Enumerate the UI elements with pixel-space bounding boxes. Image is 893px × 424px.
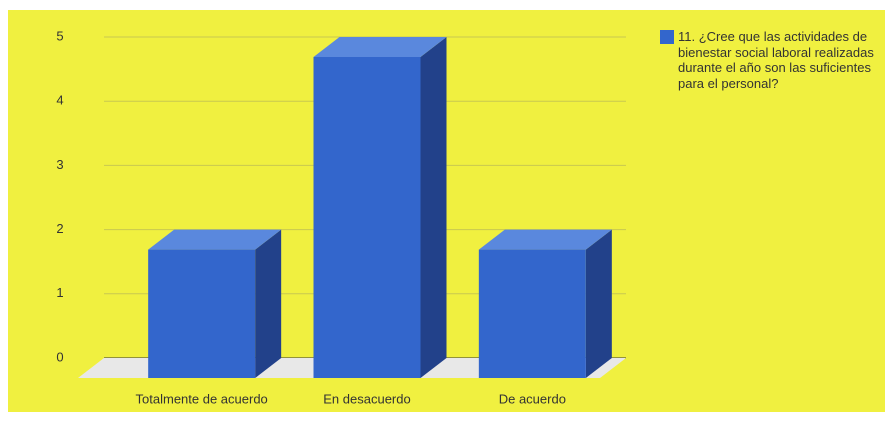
bar-side xyxy=(255,229,282,378)
legend-label: 11. ¿Cree que las actividades de bienest… xyxy=(678,29,874,91)
x-tick-label: Totalmente de acuerdo xyxy=(136,391,268,406)
x-tick-label: En desacuerdo xyxy=(323,391,410,406)
bar xyxy=(478,249,586,378)
y-tick-label: 2 xyxy=(56,221,63,236)
legend-swatch xyxy=(660,30,674,44)
bar-side xyxy=(420,37,447,378)
y-tick-label: 1 xyxy=(56,285,63,300)
y-tick-label: 0 xyxy=(56,349,63,364)
bar xyxy=(313,57,421,378)
y-tick-label: 5 xyxy=(56,28,63,43)
bar xyxy=(148,249,256,378)
y-tick-label: 3 xyxy=(56,157,63,172)
x-tick-label: De acuerdo xyxy=(499,391,566,406)
legend: 11. ¿Cree que las actividades de bienest… xyxy=(678,29,874,91)
bar-top xyxy=(313,37,447,57)
y-tick-label: 4 xyxy=(56,93,63,108)
bar-top xyxy=(148,229,282,250)
bar-top xyxy=(478,229,612,250)
bar-side xyxy=(585,229,612,378)
